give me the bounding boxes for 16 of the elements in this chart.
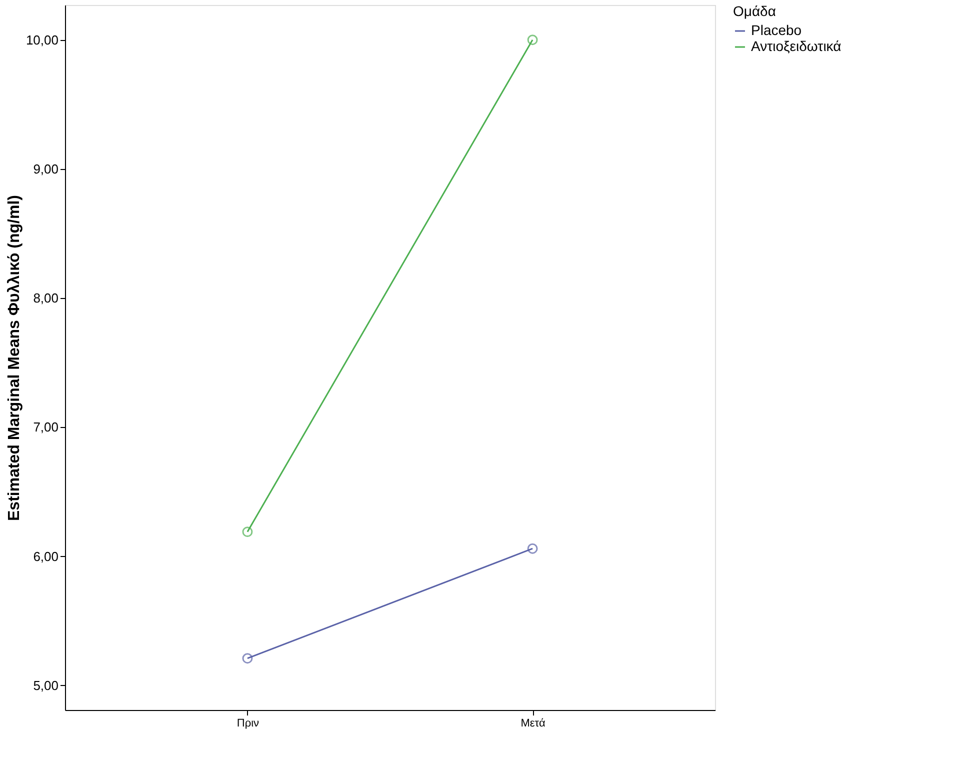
y-tick-label: 5,00: [33, 678, 58, 693]
y-tick-label: 7,00: [33, 420, 58, 435]
point: [527, 543, 538, 554]
y-tick-label: 8,00: [33, 290, 58, 306]
point: [527, 34, 538, 46]
y-tick-label: 9,00: [33, 161, 58, 176]
point: [242, 526, 253, 538]
x-tick-label: Μετά: [520, 718, 546, 730]
y-axis-title: Estimated Marginal Means Φυλλικό (ng/ml): [6, 194, 23, 522]
y-tick-label: 6,00: [33, 548, 58, 564]
legend-label: Αντιοξειδωτικά: [751, 38, 842, 54]
y-tick-label: 10,00: [26, 32, 58, 48]
point: [242, 653, 253, 664]
x-tick-label: Πριν: [236, 718, 260, 730]
legend-title: Ομάδα: [733, 3, 776, 19]
legend-label: Placebo: [751, 22, 802, 38]
